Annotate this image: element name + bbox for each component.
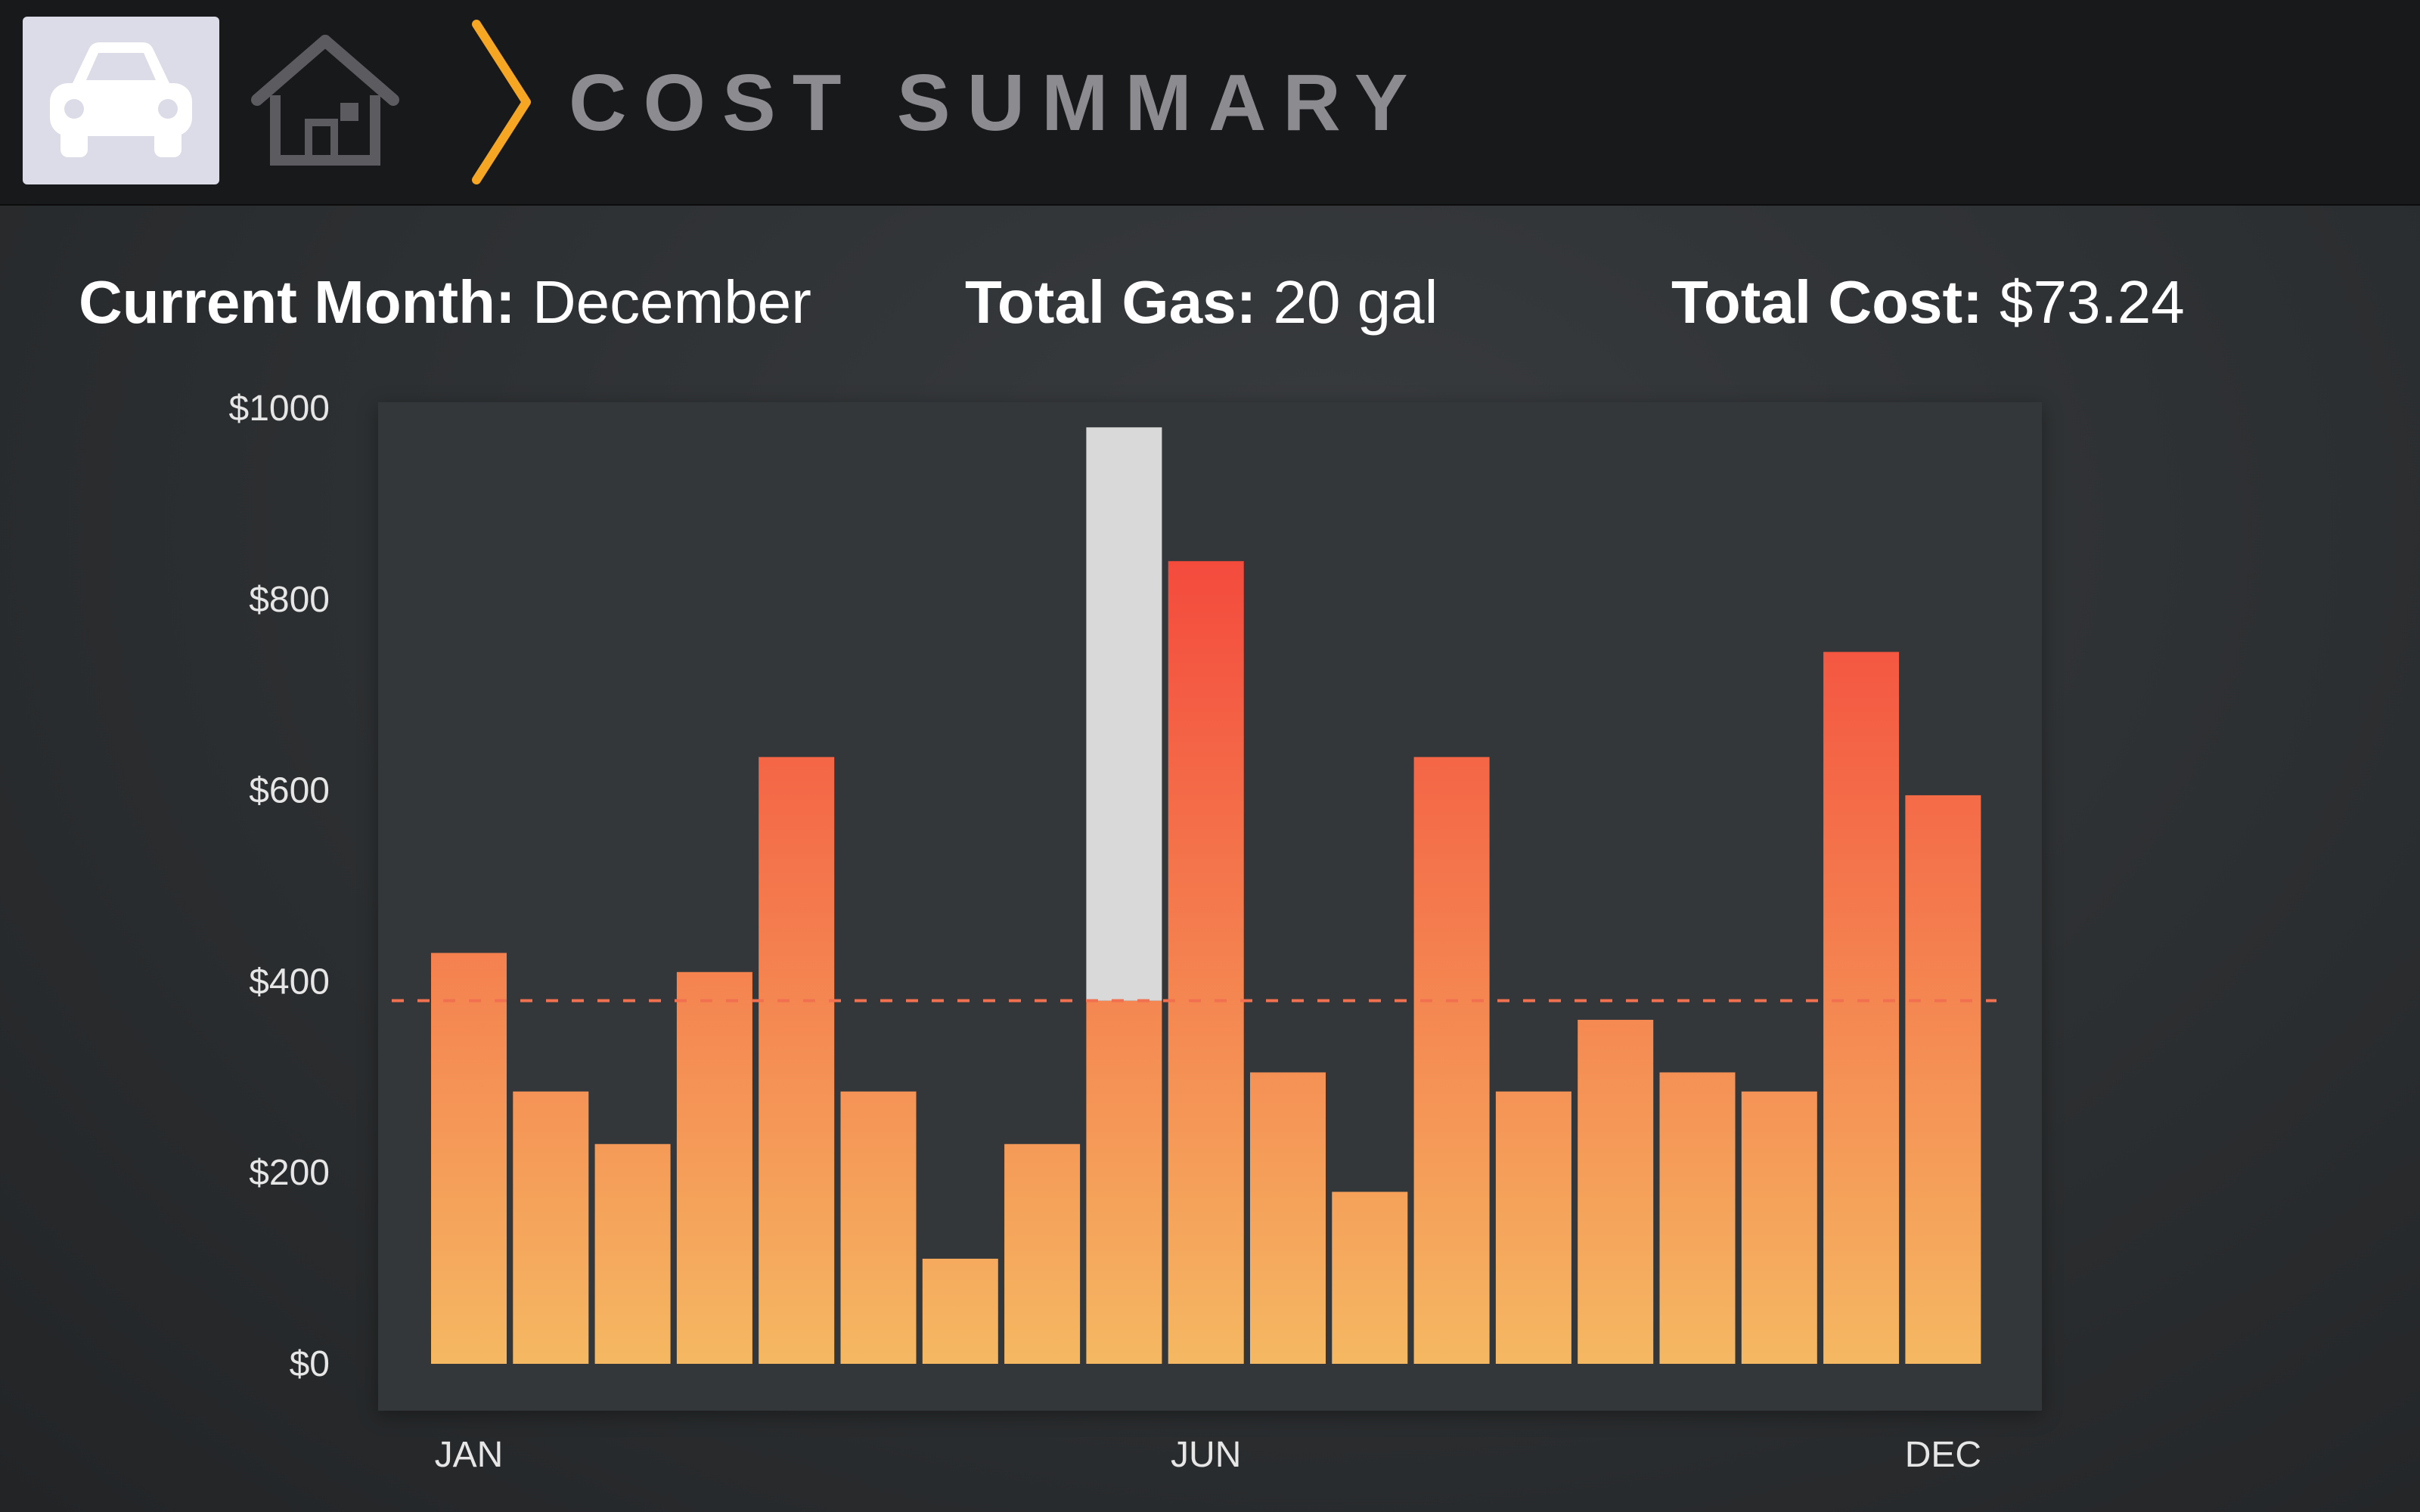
home-icon <box>251 35 399 166</box>
current-month-value: December <box>532 268 811 336</box>
bar-0[interactable] <box>431 953 507 1364</box>
bar-15[interactable] <box>1659 1072 1736 1364</box>
y-tick-label: $1000 <box>229 389 330 429</box>
total-gas-stat: Total Gas: 20 gal <box>965 266 1438 339</box>
total-gas-label: Total Gas: <box>965 268 1257 336</box>
chevron-right-icon <box>472 20 531 184</box>
total-cost-value: $73.24 <box>2000 268 2185 336</box>
bar-4[interactable] <box>759 757 835 1364</box>
bar-17[interactable] <box>1823 652 1900 1364</box>
page-title: COST SUMMARY <box>569 58 1425 147</box>
current-month-label: Current Month: <box>79 268 516 336</box>
home-button[interactable] <box>250 33 401 166</box>
total-cost-stat: Total Cost: $73.24 <box>1671 266 2185 339</box>
bar-14[interactable] <box>1578 1019 1654 1364</box>
bar-2[interactable] <box>594 1144 671 1364</box>
bar-1[interactable] <box>513 1091 589 1364</box>
y-tick-label: $400 <box>249 962 330 1002</box>
bar-13[interactable] <box>1495 1091 1571 1364</box>
bar-5[interactable] <box>840 1091 917 1364</box>
y-tick-label: $200 <box>249 1153 330 1193</box>
bar-16[interactable] <box>1741 1091 1817 1364</box>
y-tick-label: $600 <box>249 771 330 811</box>
highlighted-bar-cap <box>1086 427 1162 1001</box>
current-month-stat: Current Month: December <box>79 266 811 339</box>
bar-10[interactable] <box>1250 1072 1326 1364</box>
bar-7[interactable] <box>1004 1144 1081 1364</box>
x-tick-label: DEC <box>1905 1435 1981 1475</box>
total-cost-label: Total Cost: <box>1671 268 1983 336</box>
bar-11[interactable] <box>1332 1191 1408 1364</box>
bar-12[interactable] <box>1413 757 1490 1364</box>
y-tick-label: $800 <box>249 580 330 620</box>
x-tick-label: JUN <box>1171 1435 1241 1475</box>
x-tick-label: JAN <box>435 1435 504 1475</box>
top-bar: COST SUMMARY <box>0 0 2420 206</box>
bar-3[interactable] <box>676 971 752 1364</box>
car-icon <box>50 42 192 157</box>
total-gas-value: 20 gal <box>1273 268 1438 336</box>
bar-18[interactable] <box>1905 795 1981 1364</box>
y-tick-label: $0 <box>290 1344 330 1384</box>
car-button[interactable] <box>23 17 219 184</box>
bar-6[interactable] <box>922 1258 998 1364</box>
bar-8[interactable] <box>1086 1000 1162 1364</box>
bar-9[interactable] <box>1168 561 1244 1364</box>
